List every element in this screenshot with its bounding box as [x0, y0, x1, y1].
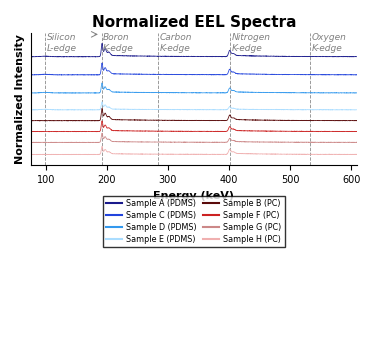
Text: Silicon
L-edge: Silicon L-edge — [47, 33, 77, 53]
Legend: Sample A (PDMS), Sample C (PDMS), Sample D (PDMS), Sample E (PDMS), Sample B (PC: Sample A (PDMS), Sample C (PDMS), Sample… — [103, 196, 285, 247]
Text: Carbon
K-edge: Carbon K-edge — [160, 33, 193, 53]
Text: Oxygen
K-edge: Oxygen K-edge — [311, 33, 346, 53]
X-axis label: Energy (keV): Energy (keV) — [153, 191, 234, 200]
Text: Nitrogen
K-edge: Nitrogen K-edge — [232, 33, 270, 53]
Title: Normalized EEL Spectra: Normalized EEL Spectra — [92, 15, 296, 30]
Y-axis label: Normalized Intensity: Normalized Intensity — [15, 34, 25, 164]
Text: Boron
K-edge: Boron K-edge — [103, 33, 134, 53]
